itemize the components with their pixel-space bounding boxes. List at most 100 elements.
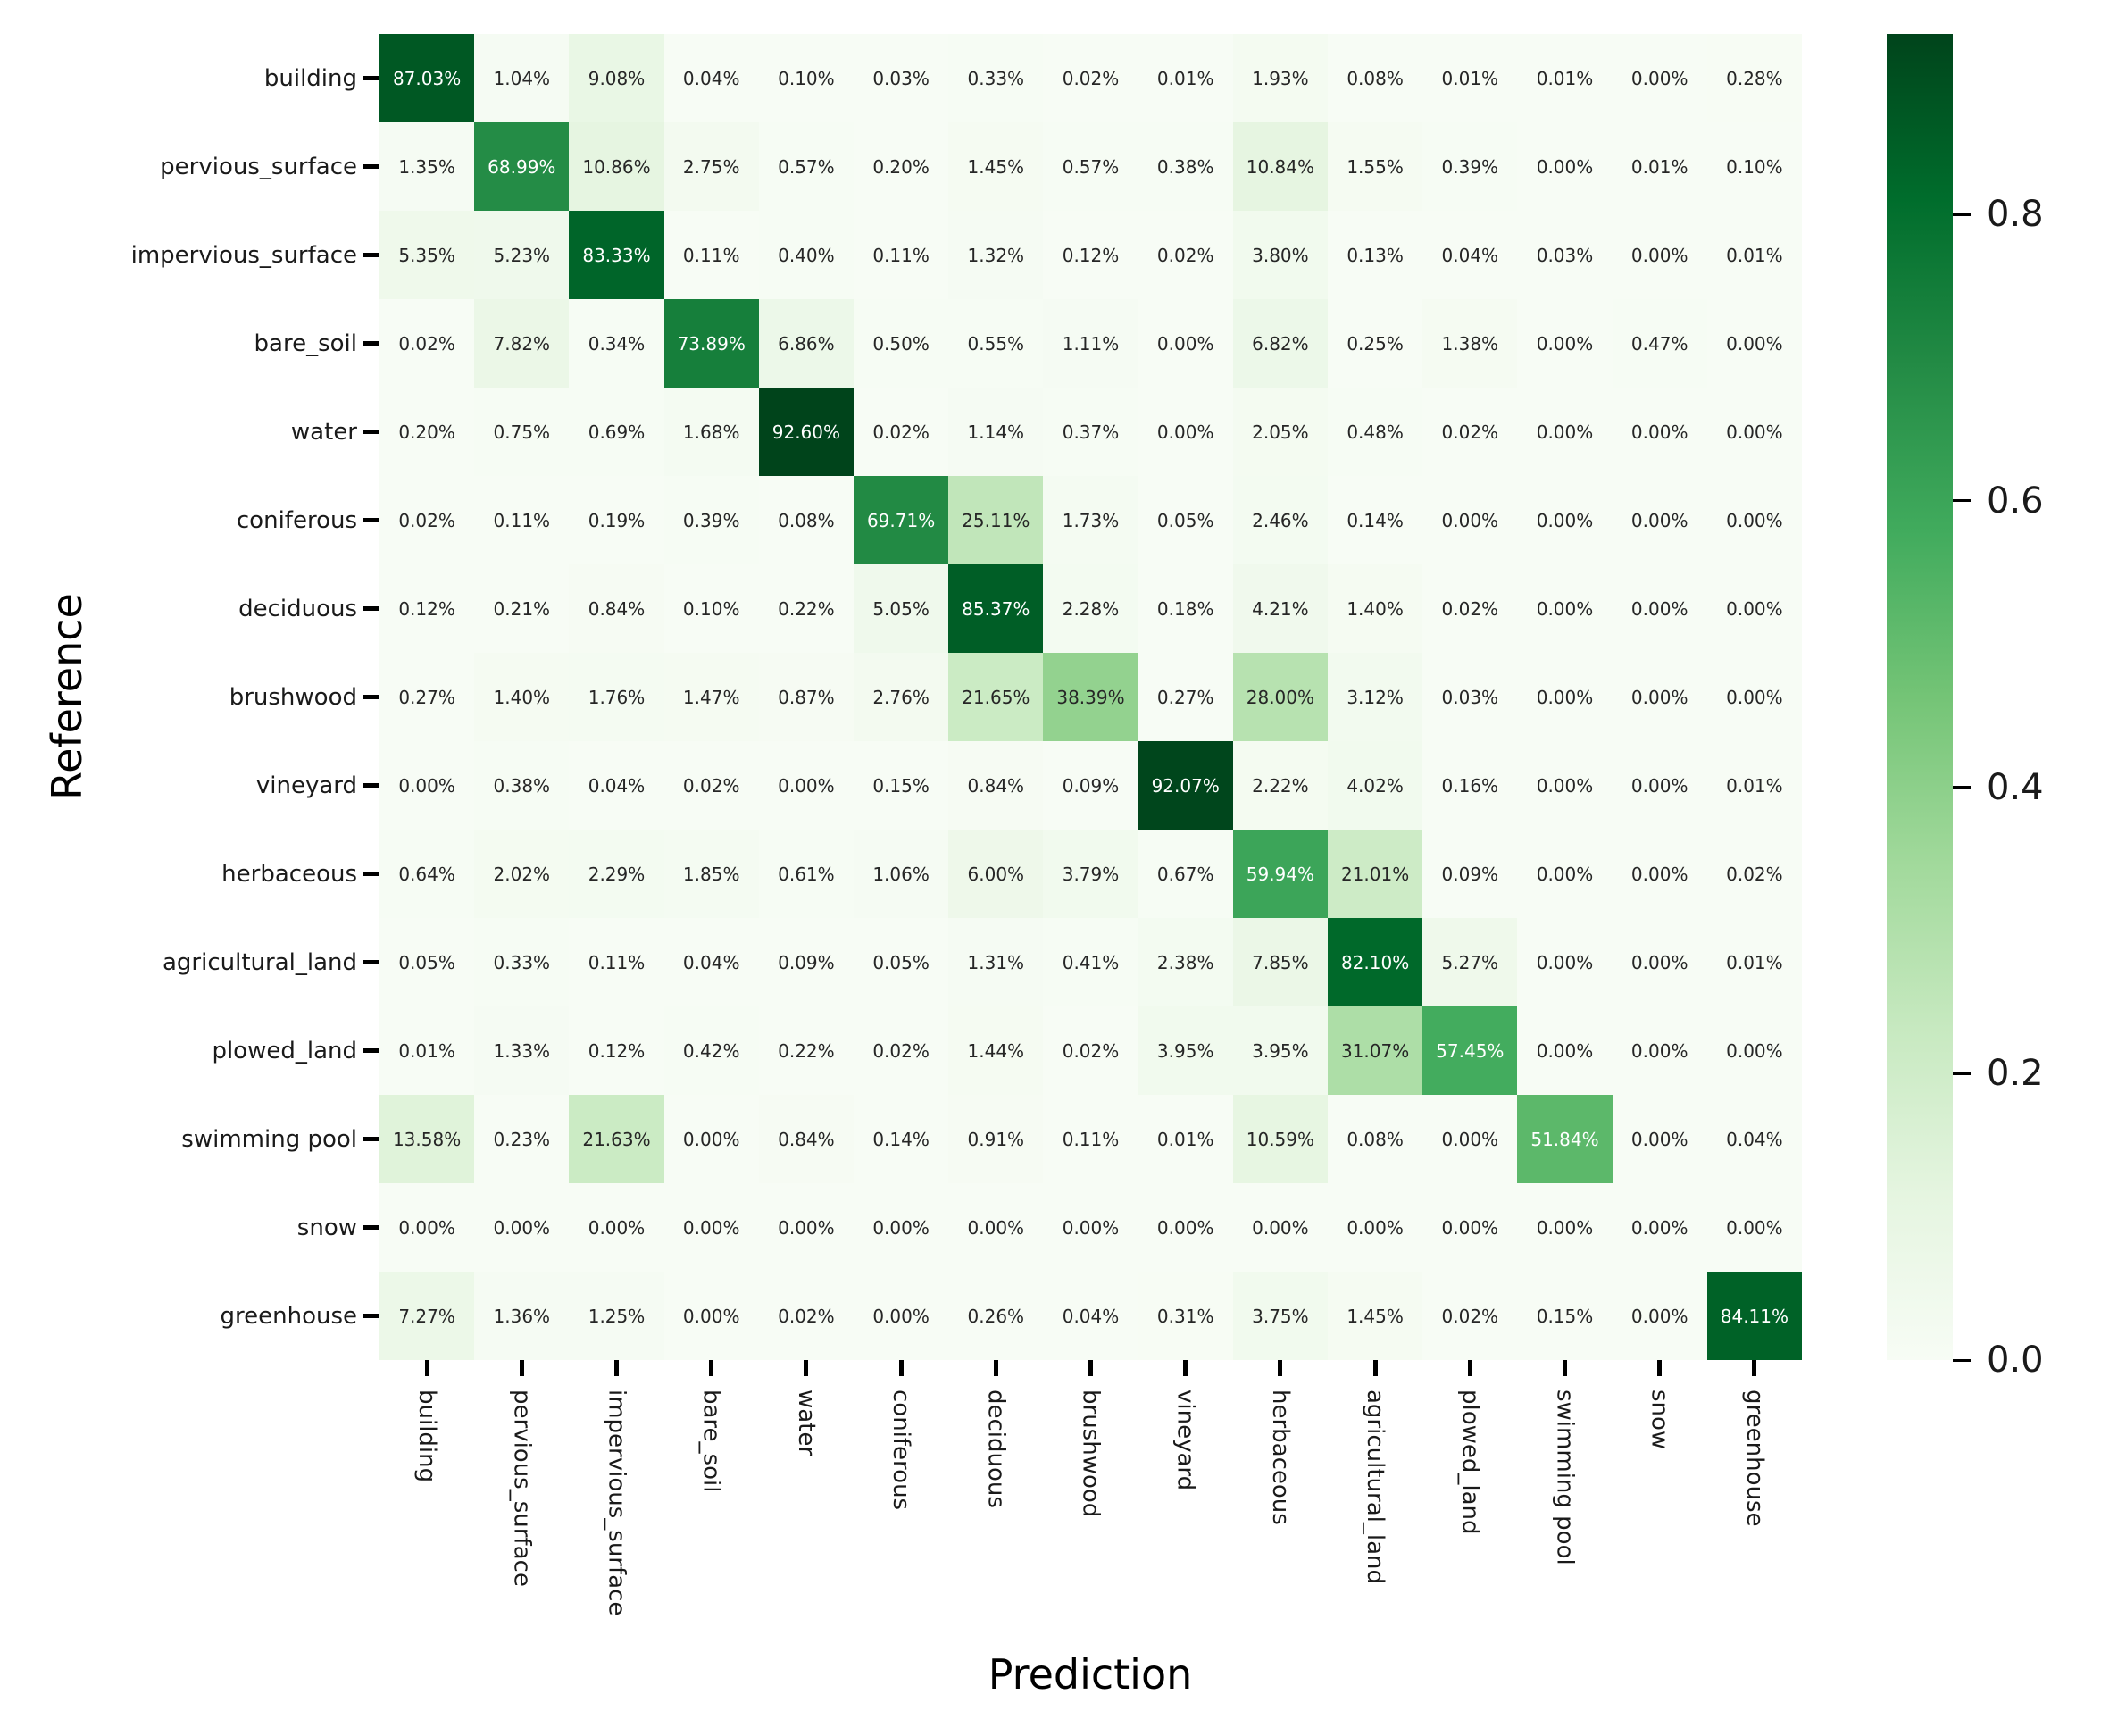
heatmap-cell: 0.00% — [1517, 1183, 1613, 1272]
heatmap-cell: 0.00% — [1706, 1183, 1802, 1272]
heatmap-cell: 0.02% — [1043, 34, 1138, 122]
heatmap-cell: 1.31% — [948, 918, 1044, 1006]
x-tick-mark — [1563, 1360, 1567, 1376]
heatmap-cell: 0.00% — [1612, 388, 1707, 476]
x-tick-mark — [804, 1360, 809, 1376]
heatmap-cell: 0.08% — [1327, 1095, 1423, 1183]
heatmap-cell: 5.05% — [853, 564, 949, 653]
colorbar-gradient — [1887, 34, 1953, 1360]
heatmap-cell: 0.02% — [1422, 1272, 1518, 1360]
x-tick-label: herbaceous — [1266, 1390, 1294, 1525]
heatmap-cell: 10.84% — [1232, 122, 1328, 211]
heatmap-cell: 68.99% — [474, 122, 570, 211]
heatmap-cell: 0.02% — [663, 741, 759, 830]
heatmap-cell: 2.28% — [1043, 564, 1138, 653]
heatmap-cell: 0.01% — [1517, 34, 1613, 122]
heatmap-cell: 1.44% — [948, 1006, 1044, 1095]
colorbar-tick-label: 0.8 — [1987, 194, 2044, 236]
heatmap-cell: 0.38% — [474, 741, 570, 830]
colorbar-tick-label: 0.6 — [1987, 480, 2044, 522]
x-tick-label: snow — [1646, 1390, 1673, 1450]
heatmap-cell: 0.20% — [379, 388, 475, 476]
heatmap-cell: 0.00% — [1612, 476, 1707, 564]
heatmap-cell: 6.82% — [1232, 299, 1328, 388]
colorbar-tick-label: 0.0 — [1987, 1340, 2044, 1381]
y-tick-label: brushwood — [229, 683, 357, 711]
heatmap-cell: 0.20% — [853, 122, 949, 211]
heatmap-cell: 1.40% — [474, 653, 570, 741]
y-tick-mark — [363, 960, 379, 964]
heatmap-cell: 0.00% — [1612, 830, 1707, 918]
heatmap-cell: 0.00% — [1517, 918, 1613, 1006]
heatmap-cell: 0.87% — [758, 653, 854, 741]
heatmap-cell: 0.02% — [379, 476, 475, 564]
y-tick-label: snow — [296, 1214, 357, 1241]
x-tick-mark — [898, 1360, 904, 1376]
x-tick-mark — [1467, 1360, 1472, 1376]
heatmap-cell: 0.01% — [379, 1006, 475, 1095]
heatmap-cell: 0.61% — [758, 830, 854, 918]
y-tick-mark — [363, 1048, 379, 1053]
heatmap-cell: 0.57% — [1043, 122, 1138, 211]
heatmap-cell: 0.00% — [1422, 1183, 1518, 1272]
heatmap-cell: 0.00% — [1612, 1006, 1707, 1095]
heatmap-cell: 0.84% — [758, 1095, 854, 1183]
colorbar-tick-mark — [1953, 1072, 1971, 1075]
heatmap-cell: 0.19% — [569, 476, 664, 564]
heatmap-cell: 0.00% — [1612, 741, 1707, 830]
heatmap-cell: 21.63% — [569, 1095, 664, 1183]
heatmap-cell: 0.10% — [663, 564, 759, 653]
heatmap-cell: 0.00% — [1612, 34, 1707, 122]
heatmap-cell: 0.04% — [569, 741, 664, 830]
heatmap-cell: 0.01% — [1138, 1095, 1233, 1183]
y-tick-label: water — [290, 418, 357, 446]
heatmap-cell: 0.00% — [1612, 211, 1707, 299]
heatmap-cell: 9.08% — [569, 34, 664, 122]
y-tick-mark — [363, 341, 379, 346]
heatmap-cell: 0.00% — [1612, 653, 1707, 741]
heatmap-cell: 0.00% — [1517, 388, 1613, 476]
x-tick-label: brushwood — [1077, 1390, 1105, 1518]
heatmap-cell: 0.02% — [758, 1272, 854, 1360]
heatmap-cell: 0.00% — [663, 1183, 759, 1272]
heatmap-cell: 87.03% — [379, 34, 475, 122]
y-tick-mark — [363, 606, 379, 611]
heatmap-cell: 10.59% — [1232, 1095, 1328, 1183]
x-tick-mark — [1088, 1360, 1093, 1376]
heatmap-cell: 0.00% — [1327, 1183, 1423, 1272]
heatmap-cell: 59.94% — [1232, 830, 1328, 918]
heatmap-cell: 0.27% — [1138, 653, 1233, 741]
x-tick-label: plowed_land — [1456, 1390, 1484, 1535]
x-tick-mark — [1752, 1360, 1757, 1376]
heatmap-cell: 1.35% — [379, 122, 475, 211]
heatmap-cell: 2.76% — [853, 653, 949, 741]
heatmap-cell: 3.75% — [1232, 1272, 1328, 1360]
heatmap-cell: 0.67% — [1138, 830, 1233, 918]
x-tick-mark — [1278, 1360, 1283, 1376]
heatmap-cell: 0.01% — [1706, 211, 1802, 299]
x-tick-label: vineyard — [1171, 1390, 1199, 1491]
heatmap-cell: 0.64% — [379, 830, 475, 918]
heatmap-cell: 0.05% — [1138, 476, 1233, 564]
heatmap-cell: 0.37% — [1043, 388, 1138, 476]
heatmap-cell: 0.04% — [1422, 211, 1518, 299]
heatmap-cell: 0.00% — [1517, 564, 1613, 653]
heatmap-cell: 73.89% — [663, 299, 759, 388]
heatmap-cell: 0.00% — [758, 741, 854, 830]
x-tick-label: water — [792, 1390, 820, 1456]
heatmap-cell: 0.04% — [1043, 1272, 1138, 1360]
heatmap-cell: 1.68% — [663, 388, 759, 476]
heatmap-cell: 1.36% — [474, 1272, 570, 1360]
heatmap-cell: 0.11% — [569, 918, 664, 1006]
heatmap-cell: 0.21% — [474, 564, 570, 653]
heatmap-cell: 0.00% — [1706, 388, 1802, 476]
heatmap-cell: 0.00% — [474, 1183, 570, 1272]
x-tick-label: pervious_surface — [508, 1390, 536, 1587]
heatmap-cell: 0.39% — [663, 476, 759, 564]
heatmap-cell: 0.00% — [1422, 1095, 1518, 1183]
heatmap-cell: 51.84% — [1517, 1095, 1613, 1183]
heatmap-cell: 2.22% — [1232, 741, 1328, 830]
heatmap-cell: 0.31% — [1138, 1272, 1233, 1360]
heatmap-cell: 0.84% — [569, 564, 664, 653]
heatmap-cell: 1.33% — [474, 1006, 570, 1095]
